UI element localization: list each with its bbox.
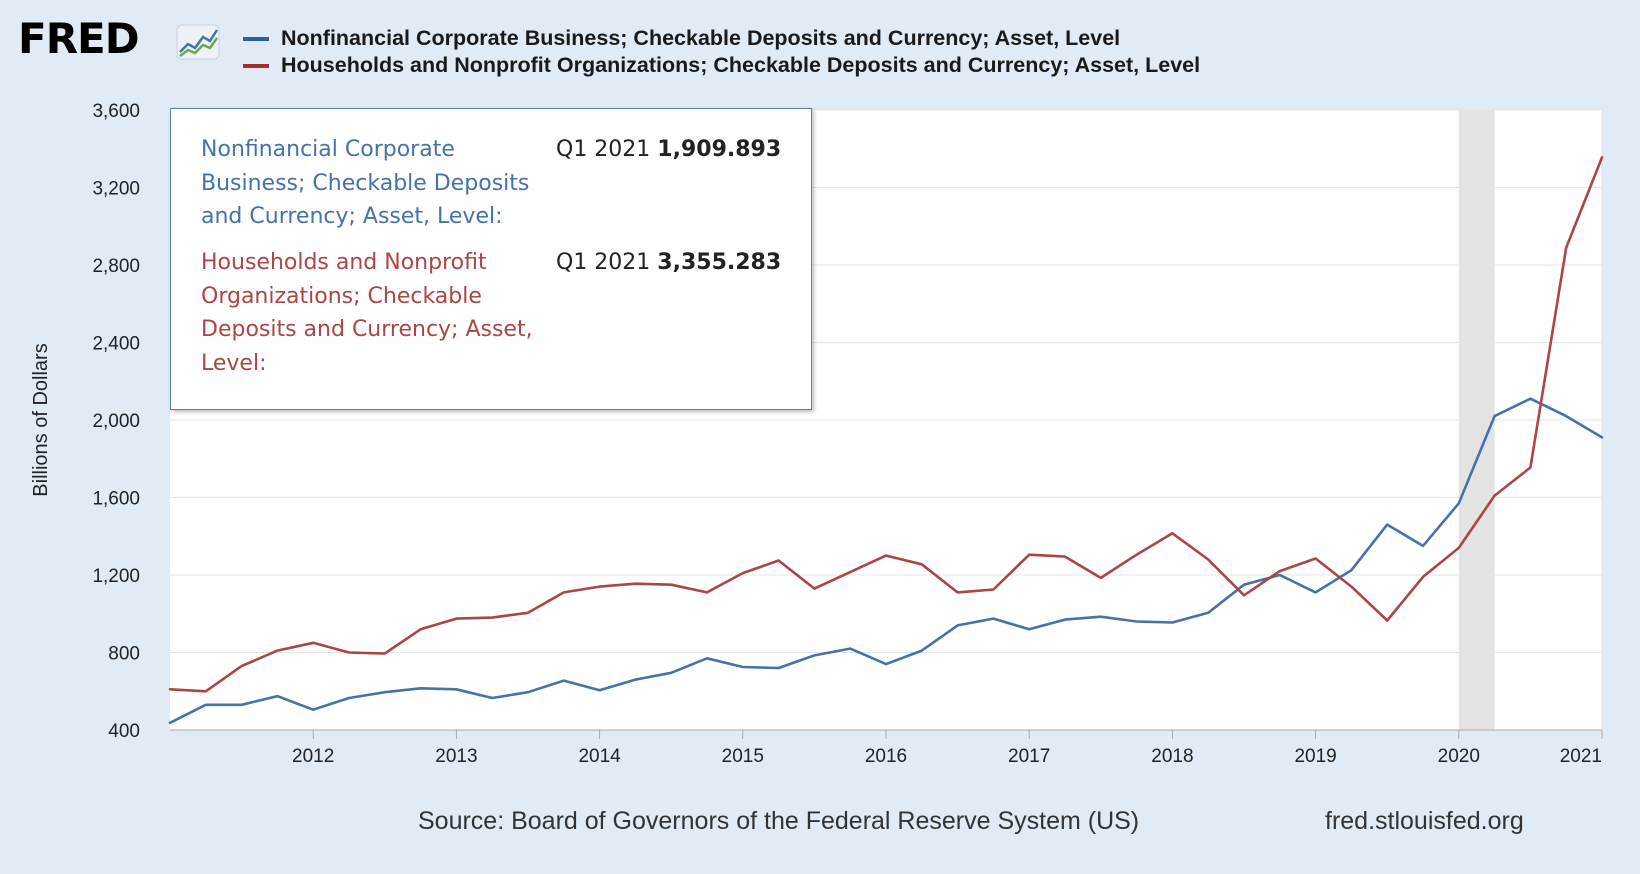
tooltip-value: Q1 2021 1,909.893 bbox=[556, 137, 782, 162]
tooltip-value: Q1 2021 3,355.283 bbox=[556, 250, 782, 275]
x-tick-label: 2017 bbox=[1008, 746, 1050, 767]
x-tick-label: 2020 bbox=[1438, 746, 1480, 767]
y-tick-label: 3,200 bbox=[92, 179, 140, 200]
y-tick-label: 2,000 bbox=[92, 411, 140, 432]
tooltip-series-name: Nonfinancial Corporate Business; Checkab… bbox=[201, 137, 530, 229]
x-tick-label: 2019 bbox=[1294, 746, 1336, 767]
series-line-households[interactable] bbox=[168, 156, 1604, 693]
series-lines bbox=[168, 156, 1604, 725]
x-tick-label: 2016 bbox=[865, 746, 907, 767]
y-axis-label: Billions of Dollars bbox=[30, 343, 52, 496]
data-tooltip: Nonfinancial Corporate Business; Checkab… bbox=[170, 108, 812, 410]
legend-label-corporate: Nonfinancial Corporate Business; Checkab… bbox=[281, 26, 1121, 50]
x-tick-label: 2012 bbox=[292, 746, 334, 767]
x-tick-label: 2013 bbox=[435, 746, 477, 767]
site-link[interactable]: fred.stlouisfed.org bbox=[1325, 807, 1524, 835]
y-tick-label: 400 bbox=[108, 721, 140, 742]
legend-swatch-corporate bbox=[243, 36, 269, 41]
y-tick-label: 2,400 bbox=[92, 334, 140, 355]
x-tick-label: 2021 bbox=[1560, 746, 1602, 767]
legend-swatch-households bbox=[243, 63, 269, 68]
line-graph-icon bbox=[176, 24, 220, 60]
x-tick-label: 2015 bbox=[722, 746, 764, 767]
y-axis-ticks: 400 800 1,200 1,600 2,000 2,400 2,800 3,200 3,60… bbox=[92, 101, 140, 742]
x-tick-label: 2018 bbox=[1151, 746, 1193, 767]
y-tick-label: 1,200 bbox=[92, 566, 140, 587]
series-line-corporate[interactable] bbox=[168, 397, 1604, 725]
x-axis-ticks: 2012 2013 2014 2015 2016 2017 2018 2019 2020 2021 bbox=[292, 730, 1603, 767]
y-tick-label: 2,800 bbox=[92, 256, 140, 277]
tooltip-series-name: Households and Nonprofit Organizations; … bbox=[201, 250, 533, 376]
source-note: Source: Board of Governors of the Federa… bbox=[418, 807, 1140, 835]
y-tick-label: 800 bbox=[108, 644, 140, 665]
chart-header: FRED Nonfinancial Corporate Business; Ch… bbox=[0, 0, 1640, 100]
chart-legend: Nonfinancial Corporate Business; Checkab… bbox=[243, 25, 1200, 79]
legend-item-households[interactable]: Households and Nonprofit Organizations; … bbox=[243, 52, 1200, 79]
y-tick-label: 3,600 bbox=[92, 101, 140, 122]
legend-item-corporate[interactable]: Nonfinancial Corporate Business; Checkab… bbox=[243, 25, 1200, 52]
grid-lines bbox=[170, 109, 1603, 731]
legend-label-households: Households and Nonprofit Organizations; … bbox=[281, 53, 1201, 77]
x-tick-label: 2014 bbox=[578, 746, 621, 767]
fred-logo[interactable]: FRED bbox=[18, 14, 140, 63]
y-tick-label: 1,600 bbox=[92, 489, 140, 510]
